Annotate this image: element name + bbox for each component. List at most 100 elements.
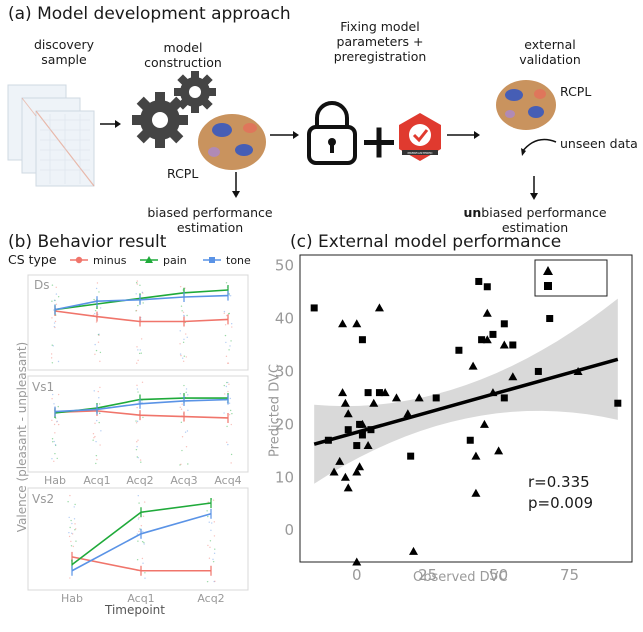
raw-data-dot [182,311,185,314]
scatter-point-vs1 [355,462,365,471]
scatter-point-vs1 [479,419,489,428]
raw-data-dot [136,280,139,282]
raw-data-dot [73,506,75,508]
raw-data-dot [93,408,96,410]
raw-data-dot [50,357,53,359]
raw-data-dot [99,444,101,446]
raw-data-dot [51,300,53,302]
raw-data-dot [228,293,230,295]
raw-data-dot [183,314,185,317]
raw-data-dot [135,420,137,422]
raw-data-dot [67,501,69,503]
raw-data-dot [94,312,96,315]
raw-data-dot [98,421,100,424]
raw-data-dot [98,403,101,405]
raw-data-dot [185,446,188,448]
raw-data-dot [138,530,140,533]
raw-data-dot [54,299,56,302]
raw-data-dot [223,312,225,314]
raw-data-dot [135,293,137,295]
raw-data-dot [212,499,215,501]
raw-data-dot [55,314,57,316]
raw-data-dot [224,334,227,337]
raw-data-dot [92,439,94,441]
raw-data-dot [179,343,181,345]
raw-data-dot [74,528,77,530]
raw-data-dot [184,431,187,433]
stats-r: r=0.335 [528,473,590,491]
scatter-point-vs2 [489,330,497,338]
raw-data-dot [54,307,57,310]
raw-data-dot [230,423,232,426]
raw-data-dot [142,530,144,533]
raw-data-dot [227,381,229,384]
raw-data-dot [51,344,53,346]
scatter-point-vs2 [614,399,622,407]
raw-data-dot [51,419,53,422]
raw-data-dot [228,402,231,404]
unbiased-line2: estimation [501,220,569,235]
raw-data-dot [94,409,97,411]
subplot-vs2-title: Vs2 [32,492,55,506]
raw-data-dot [51,317,53,319]
raw-data-dot [186,336,188,338]
raw-data-dot [137,401,140,403]
scatter-point-vs2 [500,320,508,328]
discovery-sample-label: discovery sample [33,37,95,67]
raw-data-dot [136,533,139,535]
scatter-point-vs1 [338,388,348,397]
raw-data-dot [51,284,54,286]
raw-data-dot [230,462,232,464]
raw-data-dot [226,286,229,288]
raw-data-dot [137,439,139,441]
raw-data-dot [70,519,72,522]
raw-data-dot [53,403,55,405]
series-line-minus [71,556,211,572]
raw-data-dot [138,413,141,416]
raw-data-dot [137,391,139,393]
raw-data-dot [69,494,71,497]
scatter-point-vs2 [432,394,440,402]
fixing-model-label: Fixing model parameters + preregistratio… [333,19,427,64]
raw-data-dot [135,310,137,312]
raw-data-dot [50,353,53,355]
raw-data-dot [75,540,77,542]
raw-data-dot [95,349,98,352]
series-line-pain [71,502,212,566]
raw-data-dot [96,458,98,461]
raw-data-dot [71,559,73,562]
raw-data-dot [139,319,142,321]
subplot-frame [27,487,249,591]
panel-c-title: (c) External model performance [290,232,562,252]
raw-data-dot [180,408,183,410]
panel-b-title: (b) Behavior result [8,232,167,252]
scatter-point-vs2 [358,431,366,439]
raw-data-dot [52,393,54,396]
raw-data-dot [210,498,213,500]
raw-data-dot [138,399,141,401]
raw-data-dot [180,463,182,466]
raw-data-dot [184,396,186,399]
raw-data-dot [186,314,188,317]
raw-data-dot [74,503,76,506]
raw-data-dot [52,441,54,443]
raw-data-dot [68,516,70,519]
tick-label: Hab [44,474,66,487]
raw-data-dot [225,282,228,284]
raw-data-dot [97,390,99,393]
raw-data-dot [96,282,99,284]
scatter-point-vs2 [324,436,332,444]
x-axis-label: Timepoint [105,603,165,617]
raw-data-dot [138,516,140,519]
raw-data-dot [135,309,138,312]
raw-data-dot [57,360,60,363]
scatter-point-vs1 [357,419,367,428]
raw-data-dot [183,315,185,317]
raw-data-dot [179,464,181,466]
raw-data-dot [138,352,141,355]
raw-data-dot [54,432,56,434]
raw-data-dot [136,456,138,458]
scatter-point-vs1 [391,393,401,402]
scatter-point-vs2 [353,442,361,450]
raw-data-dot [226,441,228,444]
